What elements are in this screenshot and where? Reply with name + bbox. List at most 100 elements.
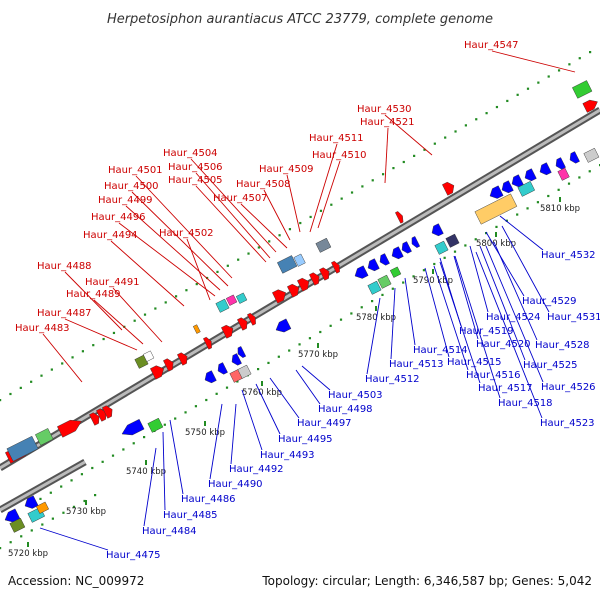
gene-label: Haur_4531 — [547, 312, 600, 323]
guide-dot — [237, 258, 240, 261]
gene-label: Haur_4500 — [104, 181, 159, 192]
feature-box — [147, 417, 164, 433]
guide-dot — [41, 523, 44, 526]
gene-label: Haur_4506 — [168, 162, 223, 173]
gene-label: Haur_4532 — [541, 250, 596, 261]
leader-line — [454, 255, 501, 399]
gene-label: Haur_4496 — [91, 212, 146, 223]
gene-label: Haur_4507 — [213, 193, 268, 204]
guide-dot — [319, 330, 322, 334]
guide-dot — [319, 209, 323, 212]
gene-label: Haur_4526 — [541, 382, 596, 393]
feature-box — [293, 253, 306, 267]
guide-dot — [485, 112, 488, 115]
guide-dot — [391, 287, 394, 290]
reverse-gene — [511, 174, 524, 188]
guide-dot — [350, 312, 353, 315]
guide-dot — [474, 238, 477, 241]
scale-tick-mark — [204, 421, 206, 426]
leader-line — [118, 222, 216, 297]
feature-box — [6, 435, 39, 462]
forward-gene — [57, 419, 82, 438]
guide-dot — [371, 300, 374, 303]
guide-dot — [154, 307, 157, 310]
forward-gene — [221, 324, 234, 339]
gene-label: Haur_4499 — [98, 195, 153, 206]
guide-dot — [83, 499, 86, 503]
guide-dot — [339, 318, 343, 321]
guide-dot — [422, 269, 426, 272]
reverse-gene — [367, 258, 380, 272]
guide-dot — [288, 228, 292, 231]
reverse-gene — [431, 223, 444, 237]
feature-box — [35, 428, 54, 446]
guide-dot — [184, 411, 187, 414]
guide-dot — [163, 423, 166, 426]
reverse-gene — [401, 241, 412, 254]
gene-label: Haur_4490 — [208, 479, 263, 490]
genome-summary-text: Topology: circular; Length: 6,346,587 bp… — [261, 574, 592, 588]
guide-dot — [526, 207, 529, 210]
guide-dot — [0, 399, 2, 402]
upper-genome-band — [0, 51, 600, 507]
guide-dot — [350, 191, 354, 194]
leader-line — [384, 127, 389, 184]
guide-dot — [102, 337, 105, 341]
guide-dot — [506, 99, 509, 103]
guide-dot — [20, 535, 23, 538]
guide-dot — [19, 386, 22, 389]
guide-dot — [360, 306, 363, 309]
gene-label: Haur_4495 — [278, 434, 333, 445]
lower-genome-band — [0, 458, 97, 550]
leader-line — [286, 174, 301, 233]
guide-dot — [80, 473, 84, 476]
reverse-gene — [275, 318, 292, 333]
gene-label: Haur_4517 — [478, 383, 533, 394]
feature-box — [367, 280, 382, 295]
guide-dot — [226, 264, 229, 267]
guide-dot — [568, 63, 571, 66]
forward-gene — [319, 267, 330, 281]
guide-dot — [578, 57, 581, 60]
leader-line — [301, 365, 331, 391]
guide-dot — [132, 442, 135, 445]
guide-dot — [174, 295, 178, 298]
guide-dot — [61, 362, 64, 365]
forward-gene — [395, 211, 404, 224]
guide-dot — [361, 185, 364, 188]
leader-line — [493, 241, 538, 341]
leader-line — [475, 251, 543, 419]
gene-label: Haur_4524 — [486, 312, 541, 323]
leader-line — [263, 189, 291, 241]
reverse-gene — [569, 151, 580, 164]
leader-line — [317, 160, 341, 229]
gene-label: Haur_4501 — [108, 165, 163, 176]
guide-dot — [557, 188, 560, 191]
feature-box — [557, 167, 570, 181]
guide-dot — [330, 203, 333, 206]
scale-tick-label: 5750 kbp — [185, 428, 225, 438]
guide-dot — [40, 374, 43, 377]
forward-gene — [163, 358, 174, 372]
leader-line — [209, 403, 223, 480]
guide-dot — [225, 386, 229, 389]
forward-gene — [102, 405, 113, 419]
leader-line — [439, 261, 481, 384]
scale-tick-label: 5730 kbp — [66, 507, 106, 517]
guide-dot — [567, 182, 571, 185]
feature-box — [277, 255, 298, 274]
guide-dot — [308, 337, 312, 340]
gene-label: Haur_4515 — [447, 357, 502, 368]
forward-gene — [442, 181, 455, 196]
guide-dot — [94, 494, 97, 497]
scale-tick-mark — [85, 500, 87, 505]
guide-dot — [547, 194, 550, 198]
reverse-gene — [501, 180, 514, 194]
scale-ticks: 5720 kbp 5730 kbp 5740 kbp 5750 kbp 5760 kbp… — [8, 197, 580, 559]
guide-dot — [299, 221, 302, 225]
gene-label: Haur_4485 — [163, 510, 218, 521]
guide-dot — [81, 350, 85, 353]
scale-tick-mark — [261, 381, 263, 386]
guide-dot — [412, 275, 415, 278]
guide-dot — [0, 547, 2, 550]
